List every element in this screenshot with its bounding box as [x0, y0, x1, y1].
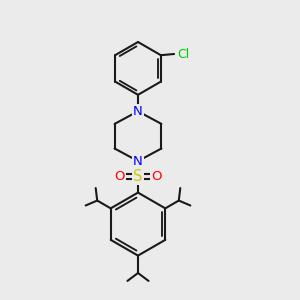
Text: Cl: Cl	[177, 47, 189, 61]
Text: O: O	[114, 170, 125, 183]
Text: N: N	[133, 105, 143, 118]
Text: S: S	[133, 169, 143, 184]
Text: N: N	[133, 154, 143, 168]
Text: O: O	[151, 170, 162, 183]
